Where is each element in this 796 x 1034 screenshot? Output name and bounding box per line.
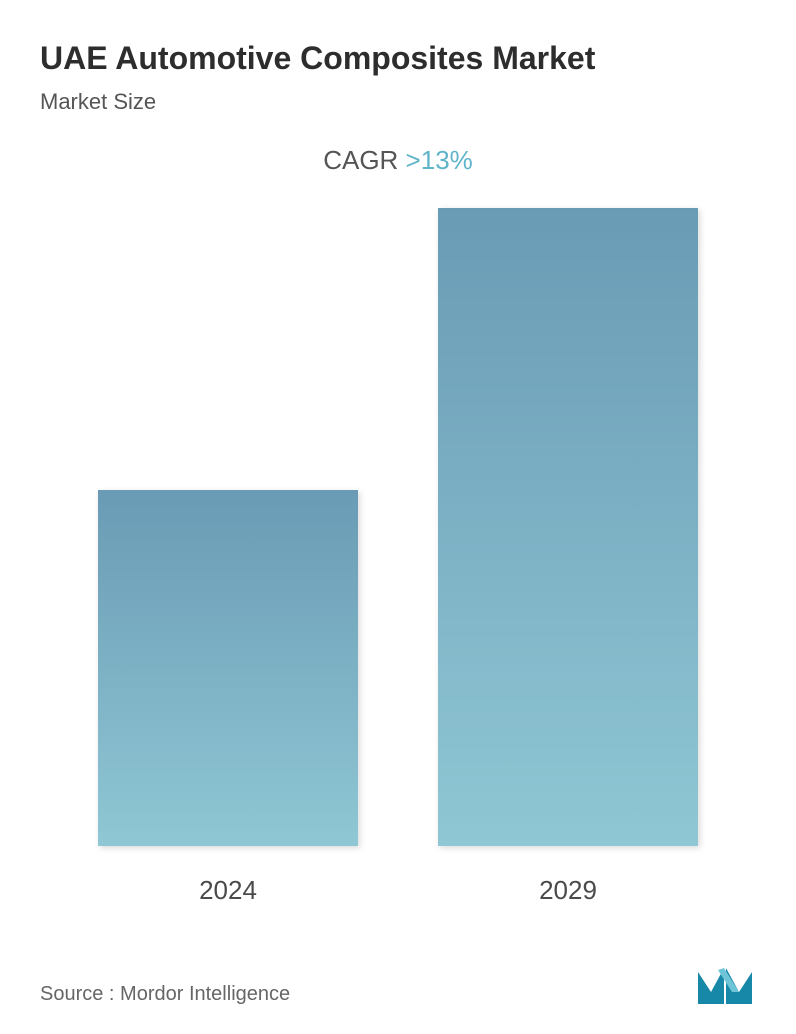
cagr-display: CAGR >13% xyxy=(40,145,756,176)
bar-wrapper-2029 xyxy=(428,208,708,846)
page-subtitle: Market Size xyxy=(40,89,756,115)
cagr-value: >13% xyxy=(406,145,473,175)
bar-2024 xyxy=(98,490,358,846)
bar-2029 xyxy=(438,208,698,846)
logo-m-left xyxy=(698,968,724,1004)
footer: Source : Mordor Intelligence xyxy=(40,964,756,1006)
bar-chart: 2024 2029 xyxy=(58,196,738,906)
page-title: UAE Automotive Composites Market xyxy=(40,40,756,77)
mordor-logo-icon xyxy=(696,964,756,1006)
bars-container xyxy=(58,196,738,846)
cagr-label: CAGR xyxy=(323,145,405,175)
bar-label-2029: 2029 xyxy=(428,875,708,906)
labels-container: 2024 2029 xyxy=(58,875,738,906)
bar-label-2024: 2024 xyxy=(88,875,368,906)
source-text: Source : Mordor Intelligence xyxy=(40,983,290,1006)
bar-wrapper-2024 xyxy=(88,490,368,846)
